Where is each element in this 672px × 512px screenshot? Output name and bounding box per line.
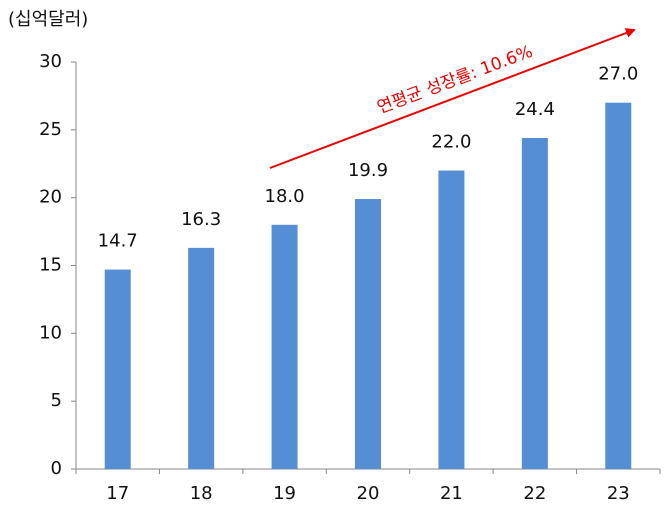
x-tick-label: 22 (523, 483, 546, 504)
x-tick-label: 23 (607, 483, 630, 504)
bar (355, 199, 381, 470)
bar (271, 224, 298, 469)
annotation: 연평균 성장률: 10.6% (375, 42, 536, 118)
y-tick-label: 5 (51, 390, 62, 411)
value-label: 24.4 (515, 99, 555, 120)
y-axis-label: (십억달러) (8, 9, 88, 30)
y-tick-label: 30 (39, 51, 62, 72)
value-label: 14.7 (98, 231, 138, 252)
x-tick-label: 20 (357, 483, 380, 504)
y-tick-label: 25 (39, 119, 62, 140)
bar (438, 170, 465, 470)
bar (188, 247, 215, 469)
x-tick-label: 18 (190, 483, 213, 504)
y-tick-label: 10 (39, 322, 62, 343)
value-label: 22.0 (431, 132, 471, 153)
value-label: 19.9 (348, 160, 388, 181)
y-tick-label: 20 (39, 187, 62, 208)
y-tick-label: 0 (51, 458, 62, 479)
bar (521, 137, 548, 469)
y-tick-label: 15 (39, 255, 62, 276)
value-label: 27.0 (598, 64, 638, 85)
x-tick-label: 17 (106, 483, 129, 504)
bar (104, 269, 131, 469)
x-tick-label: 19 (273, 483, 296, 504)
value-label: 18.0 (265, 186, 305, 207)
value-label: 16.3 (181, 209, 221, 230)
x-tick-label: 21 (440, 483, 463, 504)
bar (605, 102, 632, 469)
trend-arrow (269, 28, 636, 169)
